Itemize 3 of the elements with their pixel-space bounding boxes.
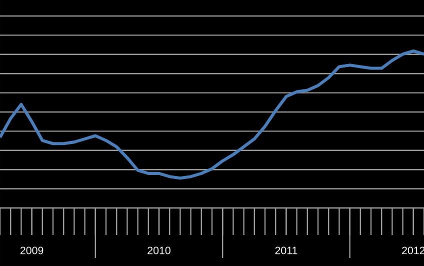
x-tick-label: 2009 (20, 246, 44, 254)
x-tick-label: 2010 (148, 246, 170, 254)
x-tick-label: 2011 (275, 246, 298, 254)
